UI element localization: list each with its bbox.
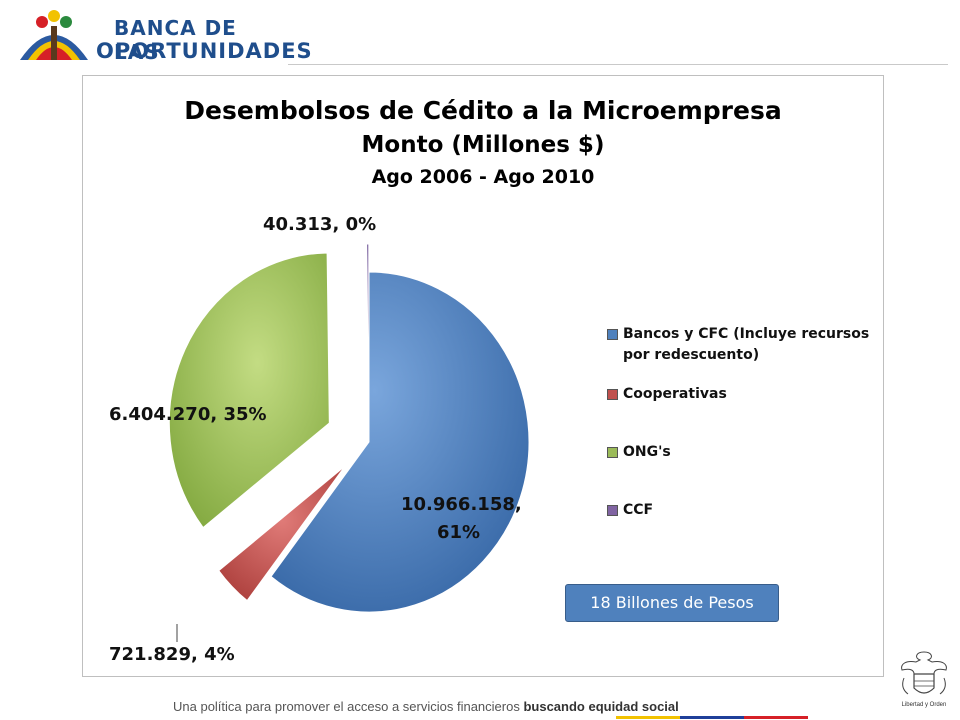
flag-underline-red <box>744 716 808 719</box>
legend-label-ccf: CCF <box>623 502 654 518</box>
banca-oportunidades-logo: BANCA DE LAS OPORTUNIDADES <box>14 8 312 64</box>
pie-slice-ccf <box>366 243 370 415</box>
data-label-bancos-line2: 61% <box>437 522 481 543</box>
flag-underline-blue <box>680 716 744 719</box>
total-callout-box: 18 Billones de Pesos <box>565 584 779 622</box>
legend-label-ong: ONG's <box>623 444 671 460</box>
legend-swatch-ong <box>607 447 618 458</box>
data-label-ccf: 40.313, 0% <box>263 214 377 235</box>
pie-chart <box>168 243 530 642</box>
legend-label-bancos: Bancos y CFC (Incluye recursos por redes… <box>623 326 870 363</box>
coat-of-arms-icon <box>901 651 947 695</box>
pie-slice-cooperativas <box>218 465 346 602</box>
data-label-bancos-line1: 10.966.158, <box>401 494 522 515</box>
footer-text: Una política para promover el acceso a s… <box>173 699 524 714</box>
logo-text-line1: BANCA DE LAS <box>114 16 237 64</box>
footer-slogan: Una política para promover el acceso a s… <box>173 699 679 714</box>
footer-emphasis: buscando equidad social <box>523 699 679 714</box>
data-label-cooperativas: 721.829, 4% <box>109 644 235 665</box>
chart-title: Desembolsos de Cédito a la Microempresa <box>184 96 782 125</box>
data-label-ong: 6.404.270, 35% <box>109 404 267 425</box>
legend-swatch-bancos <box>607 329 618 340</box>
logo-emblem-icon <box>20 10 88 60</box>
legend-swatch-cooperativas <box>607 389 618 400</box>
chart-frame: Desembolsos de Cédito a la Microempresa … <box>82 75 884 677</box>
chart-period: Ago 2006 - Ago 2010 <box>371 166 595 188</box>
coat-of-arms-seal: Libertad y Orden <box>896 648 952 712</box>
seal-caption: Libertad y Orden <box>901 702 947 708</box>
pie-slice-ong <box>168 252 330 529</box>
legend-label-cooperativas: Cooperativas <box>623 386 727 402</box>
header-divider <box>288 64 948 65</box>
legend-swatch-ccf <box>607 505 618 516</box>
flag-underline-yellow <box>616 716 680 719</box>
logo-text-line2: OPORTUNIDADES <box>96 39 313 63</box>
chart-subtitle: Monto (Millones $) <box>361 132 605 158</box>
pie-slice-bancos <box>270 271 530 613</box>
